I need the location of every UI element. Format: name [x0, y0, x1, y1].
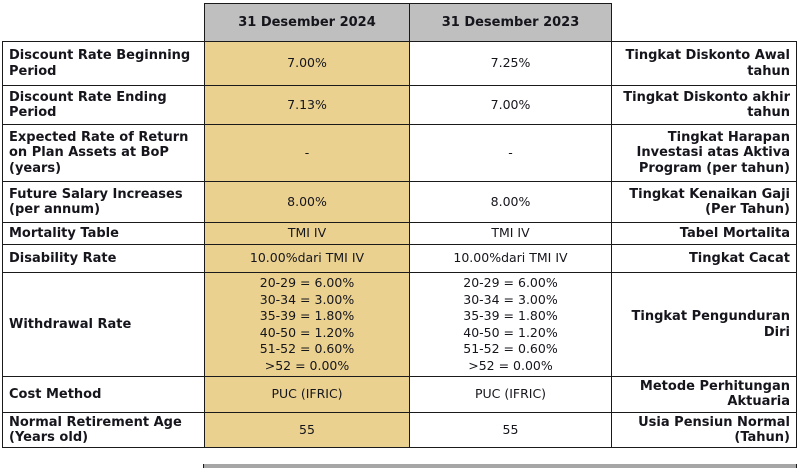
- next-table-header-edge: [203, 464, 797, 468]
- table-row-disability-rate: Disability Rate 10.00%dari TMI IV 10.00%…: [2, 244, 797, 273]
- row-label-id: Tingkat Diskonto akhir tahun: [611, 85, 797, 125]
- value-2023: 55: [409, 411, 612, 449]
- table-header-row: 31 Desember 2024 31 Desember 2023: [3, 3, 797, 42]
- actuarial-assumptions-table: 31 Desember 2024 31 Desember 2023 Discou…: [2, 3, 797, 449]
- value-2024: PUC (IFRIC): [204, 376, 410, 413]
- table-row-cost-method: Cost Method PUC (IFRIC) PUC (IFRIC) Meto…: [2, 376, 797, 413]
- row-label-id: Tabel Mortalita: [611, 222, 797, 245]
- row-label-id: Tingkat Cacat: [611, 244, 797, 273]
- value-2023: PUC (IFRIC): [409, 376, 612, 413]
- value-2024: TMI IV: [204, 222, 410, 245]
- value-2024: 55: [204, 411, 410, 449]
- row-label-id: Tingkat Pengunduran Diri: [611, 272, 797, 377]
- row-label-id: Usia Pensiun Normal (Tahun): [611, 411, 797, 449]
- value-2023: 20-29 = 6.00% 30-34 = 3.00% 35-39 = 1.80…: [409, 272, 612, 377]
- row-label-en: Cost Method: [2, 376, 205, 413]
- table-row-normal-retirement-age: Normal Retirement Age (Years old) 55 55 …: [2, 411, 797, 449]
- table-row-mortality-table: Mortality Table TMI IV TMI IV Tabel Mort…: [2, 222, 797, 245]
- value-2023: TMI IV: [409, 222, 612, 245]
- row-label-id: Tingkat Harapan Investasi atas Aktiva Pr…: [611, 124, 797, 182]
- row-label-id: Metode Perhitungan Aktuaria: [611, 376, 797, 413]
- value-2023: 7.00%: [409, 85, 612, 125]
- year-header-2024: 31 Desember 2024: [204, 3, 410, 42]
- value-2024: 10.00%dari TMI IV: [204, 244, 410, 273]
- value-2023: 10.00%dari TMI IV: [409, 244, 612, 273]
- row-label-en: Normal Retirement Age (Years old): [2, 411, 205, 449]
- row-label-en: Mortality Table: [2, 222, 205, 245]
- value-2023: 7.25%: [409, 41, 612, 86]
- row-label-en: Discount Rate Beginning Period: [2, 41, 205, 86]
- header-blank-left: [3, 4, 205, 42]
- table-row-expected-return: Expected Rate of Return on Plan Assets a…: [2, 124, 797, 182]
- row-label-en: Future Salary Increases (per annum): [2, 181, 205, 223]
- row-label-id: Tingkat Diskonto Awal tahun: [611, 41, 797, 86]
- value-2024: 7.13%: [204, 85, 410, 125]
- row-label-en: Discount Rate Ending Period: [2, 85, 205, 125]
- header-blank-right: [612, 4, 797, 42]
- row-label-en: Disability Rate: [2, 244, 205, 273]
- table-row-future-salary-increases: Future Salary Increases (per annum) 8.00…: [2, 181, 797, 223]
- row-label-id: Tingkat Kenaikan Gaji (Per Tahun): [611, 181, 797, 223]
- table-row-withdrawal-rate: Withdrawal Rate 20-29 = 6.00% 30-34 = 3.…: [2, 272, 797, 377]
- value-2024: 7.00%: [204, 41, 410, 86]
- value-2023: -: [409, 124, 612, 182]
- value-2024: 20-29 = 6.00% 30-34 = 3.00% 35-39 = 1.80…: [204, 272, 410, 377]
- table-row-discount-rate-ending: Discount Rate Ending Period 7.13% 7.00% …: [2, 85, 797, 125]
- value-2024: 8.00%: [204, 181, 410, 223]
- table-row-discount-rate-beginning: Discount Rate Beginning Period 7.00% 7.2…: [2, 41, 797, 86]
- row-label-en: Withdrawal Rate: [2, 272, 205, 377]
- year-header-2023: 31 Desember 2023: [409, 3, 612, 42]
- value-2023: 8.00%: [409, 181, 612, 223]
- value-2024: -: [204, 124, 410, 182]
- row-label-en: Expected Rate of Return on Plan Assets a…: [2, 124, 205, 182]
